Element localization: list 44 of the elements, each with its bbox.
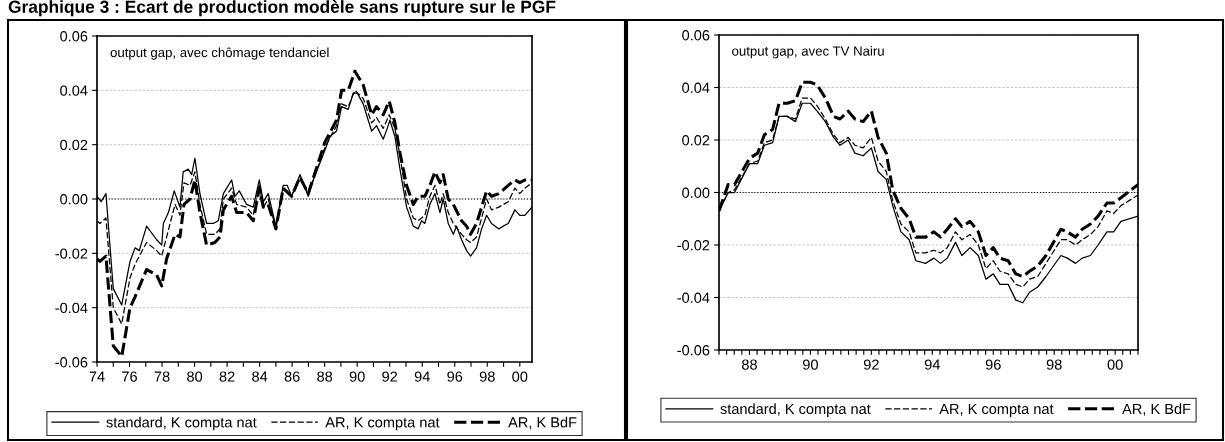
y-tick-label: 0.04 (60, 85, 88, 96)
x-tick-label: 84 (252, 371, 268, 382)
x-tick-label: 80 (187, 371, 203, 382)
y-tick-label: -0.06 (55, 357, 88, 368)
x-tick-label: 00 (1107, 359, 1123, 370)
annotation: output gap, avec chômage tendanciel (110, 47, 329, 60)
legend-label: AR, K BdF (1122, 403, 1191, 416)
x-tick-label: 76 (122, 371, 137, 382)
y-tick-label: -0.06 (677, 345, 710, 356)
x-tick-label: 94 (414, 371, 430, 382)
x-tick-label: 90 (349, 371, 365, 382)
y-tick-label: 0.02 (60, 139, 88, 151)
x-tick-label: 96 (447, 371, 463, 382)
x-tick-label: 96 (985, 359, 1001, 370)
x-tick-label: 74 (89, 371, 105, 382)
x-tick-label: 00 (512, 371, 528, 382)
x-tick-label: 92 (863, 359, 879, 370)
y-tick-label: 0.06 (60, 31, 88, 42)
x-tick-label: 98 (1046, 359, 1062, 370)
y-tick-label: 0.00 (682, 187, 710, 198)
legend-label: AR, K compta nat (939, 403, 1054, 417)
y-tick-label: -0.04 (55, 302, 88, 314)
y-tick-label: -0.02 (55, 248, 88, 259)
x-tick-label: 86 (284, 371, 300, 382)
x-tick-label: 94 (924, 359, 940, 370)
y-tick-label: 0.02 (682, 135, 710, 146)
x-tick-label: 88 (317, 371, 333, 382)
x-tick-label: 82 (219, 371, 235, 382)
y-tick-label: 0.06 (682, 30, 710, 41)
y-tick-label: 0.04 (682, 82, 710, 93)
x-tick-label: 90 (802, 359, 818, 370)
chart-title: Graphique 3 : Ecart de production modèle sans rupture sur le PGF (8, 0, 556, 17)
y-tick-label: -0.02 (677, 240, 710, 251)
legend-label: AR, K BdF (508, 416, 577, 430)
legend-label: standard, K compta nat (720, 403, 871, 417)
legend-label: standard, K compta nat (106, 416, 257, 431)
legend-label: AR, K compta nat (325, 417, 440, 431)
x-tick-label: 98 (479, 371, 495, 382)
y-tick-label: -0.04 (677, 292, 710, 303)
x-tick-label: 78 (154, 371, 170, 382)
y-tick-label: 0.00 (60, 194, 88, 205)
x-tick-label: 92 (382, 371, 398, 382)
annotation: output gap, avec TV Nairu (732, 46, 884, 59)
x-tick-label: 88 (742, 359, 757, 370)
